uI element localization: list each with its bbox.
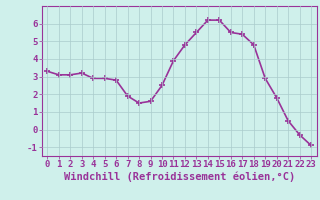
X-axis label: Windchill (Refroidissement éolien,°C): Windchill (Refroidissement éolien,°C) [64,172,295,182]
